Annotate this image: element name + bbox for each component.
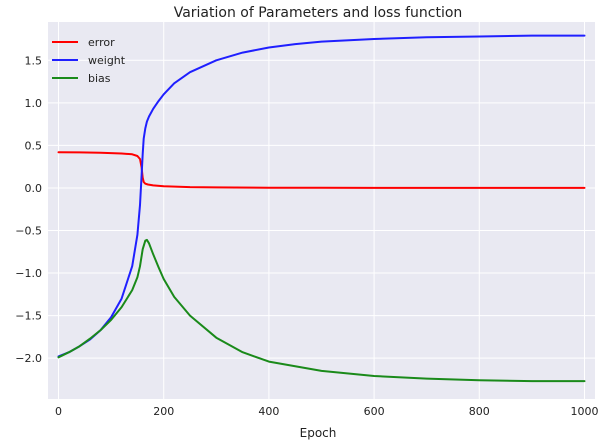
x-tick-label: 0 [55,405,62,418]
x-axis-ticks: 0 200 400 600 800 1000 [55,405,598,418]
series-line-weight [57,34,586,358]
x-tick-label: 400 [258,405,279,418]
legend-label-bias: bias [88,72,111,85]
x-tick-label: 1000 [570,405,598,418]
grid-lines [48,22,595,399]
y-axis-ticks: −2.0 −1.5 −1.0 −0.5 0.0 0.5 1.0 1.5 [15,54,42,365]
y-tick-label: −1.0 [15,267,42,280]
series-line-error [57,151,586,189]
x-axis-label: Epoch [300,426,337,440]
y-tick-label: −1.5 [15,310,42,323]
y-tick-label: 1.0 [25,97,43,110]
y-tick-label: 1.5 [25,54,43,67]
y-tick-label: −2.0 [15,352,42,365]
y-tick-label: −0.5 [15,224,42,237]
y-tick-label: 0.5 [25,139,43,152]
y-tick-label: 0.0 [25,182,43,195]
chart-title: Variation of Parameters and loss functio… [174,5,463,21]
series-lines [57,34,586,383]
x-tick-label: 200 [153,405,174,418]
x-tick-label: 800 [469,405,490,418]
x-tick-label: 600 [364,405,385,418]
series-line-bias [57,238,586,383]
plot-background [48,22,595,399]
legend-label-error: error [88,36,115,49]
legend: error weight bias [52,36,126,85]
legend-label-weight: weight [88,54,126,67]
